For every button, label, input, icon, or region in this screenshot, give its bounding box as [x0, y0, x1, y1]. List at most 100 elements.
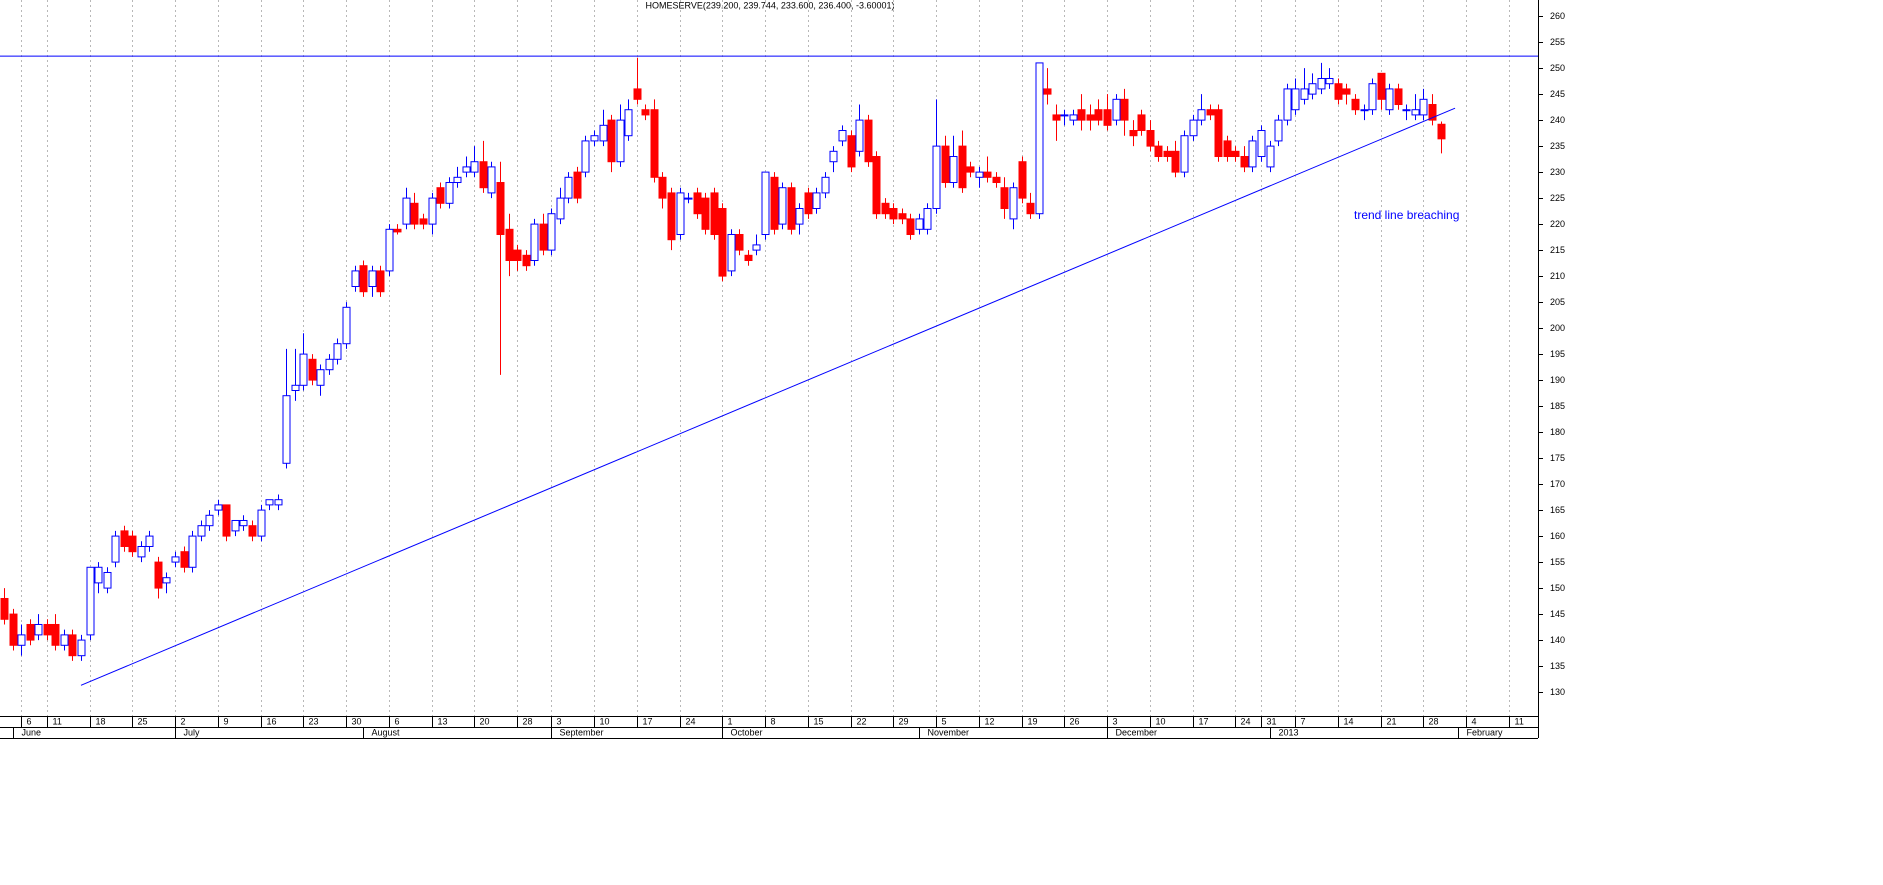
candle-body	[1112, 98, 1121, 121]
candle-body	[573, 171, 582, 199]
candle-body	[154, 561, 163, 589]
candle-body	[992, 176, 1001, 184]
candle-body	[257, 509, 266, 537]
month-label: August	[372, 727, 401, 737]
candle-body	[1129, 130, 1138, 137]
x-tick-label: 24	[1241, 716, 1251, 726]
candle-body	[1103, 109, 1112, 126]
y-tick-label: 255	[1550, 37, 1565, 47]
candle-body	[923, 208, 932, 230]
candle-body	[547, 213, 556, 251]
candle-body	[1069, 114, 1078, 121]
candle-body	[581, 140, 590, 173]
month-label: November	[928, 727, 970, 737]
month-label: July	[184, 727, 201, 737]
candle-body	[941, 145, 950, 184]
candle-body	[829, 150, 838, 163]
candle-body	[205, 514, 214, 527]
x-tick-label: 24	[686, 716, 696, 726]
month-label: October	[731, 727, 763, 737]
candle-body	[17, 634, 26, 646]
candle-body	[1137, 114, 1146, 132]
x-tick-label: 30	[352, 716, 362, 726]
candle-body	[137, 545, 146, 558]
candle-body	[667, 192, 676, 241]
candle-body	[770, 176, 779, 230]
candle-body	[778, 187, 787, 225]
candle-body	[171, 556, 180, 563]
x-tick-label: 10	[1156, 716, 1166, 726]
candle-body	[590, 135, 599, 142]
candle-body	[368, 270, 377, 288]
x-tick-label: 29	[899, 716, 909, 726]
candle-body	[1377, 72, 1386, 100]
y-tick-label: 250	[1550, 63, 1565, 73]
candle-body	[34, 623, 43, 636]
candle-body	[436, 187, 445, 204]
candle-body	[1240, 156, 1249, 168]
x-tick-label: 14	[1344, 716, 1354, 726]
month-label: 2013	[1279, 727, 1299, 737]
candle-body	[1291, 88, 1300, 111]
candle-body	[641, 109, 650, 116]
x-tick-label: 11	[1515, 716, 1524, 726]
candle-body	[1043, 88, 1052, 95]
candle-body	[624, 109, 633, 137]
candle-body	[496, 182, 505, 236]
trend-line	[80, 107, 1456, 686]
candle-body	[0, 597, 9, 620]
x-tick-label: 19	[1028, 716, 1038, 726]
x-tick-label: 6	[27, 716, 32, 726]
candle-body	[898, 213, 907, 220]
y-tick-label: 130	[1550, 687, 1565, 697]
candle-body	[633, 88, 642, 100]
y-tick-label: 245	[1550, 89, 1565, 99]
candle-body	[752, 244, 761, 251]
candle-body	[265, 499, 274, 506]
candle-body	[701, 197, 710, 230]
candle-body	[60, 634, 69, 646]
y-tick-label: 260	[1550, 11, 1565, 21]
candle-body	[1385, 88, 1394, 111]
candle-body	[804, 192, 813, 215]
x-tick-label: 11	[53, 716, 62, 726]
candle-body	[744, 254, 753, 262]
candle-body	[214, 504, 223, 511]
candle-body	[539, 223, 548, 251]
candle-body	[658, 176, 667, 199]
candle-body	[180, 551, 189, 568]
candle-body	[1300, 88, 1309, 100]
candle-body	[1342, 88, 1351, 95]
candle-body	[1266, 145, 1275, 168]
candle-body	[1248, 140, 1257, 168]
candle-body	[402, 197, 411, 225]
candle-body	[333, 343, 342, 360]
candle-body	[505, 228, 514, 262]
month-label: September	[560, 727, 604, 737]
candle-body	[1120, 98, 1129, 121]
x-tick-label: 26	[1070, 716, 1080, 726]
x-tick-label: 1	[728, 716, 733, 726]
candle-body	[410, 202, 419, 225]
candle-body	[881, 202, 890, 215]
x-tick-label: 22	[857, 716, 867, 726]
candle-body	[761, 171, 770, 236]
candle-body	[1077, 109, 1086, 121]
candle-body	[872, 156, 881, 215]
candle-body	[616, 119, 625, 163]
candle-body	[103, 571, 112, 589]
candle-body	[419, 218, 428, 225]
y-tick-label: 215	[1550, 245, 1565, 255]
candle-body	[299, 353, 308, 386]
x-tick-label: 25	[138, 716, 148, 726]
candle-body	[710, 192, 719, 236]
candle-body	[462, 166, 471, 173]
candle-body	[1428, 104, 1437, 121]
y-tick-label: 185	[1550, 401, 1565, 411]
candle-body	[1257, 130, 1266, 158]
x-tick-label: 15	[814, 716, 824, 726]
candle-body	[1060, 114, 1069, 117]
candle-body	[9, 613, 18, 646]
y-tick-label: 235	[1550, 141, 1565, 151]
